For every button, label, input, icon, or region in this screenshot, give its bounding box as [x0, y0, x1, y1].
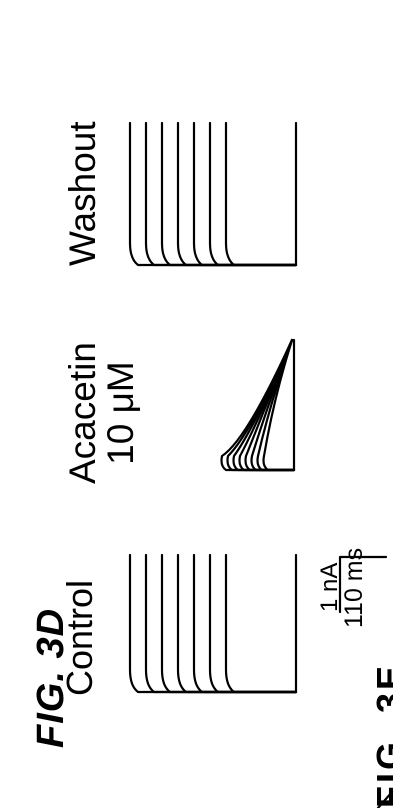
- current-trace: [176, 121, 298, 267]
- current-trace: [208, 121, 298, 267]
- current-trace: [128, 121, 298, 267]
- current-trace: [224, 553, 298, 694]
- current-trace: [144, 553, 298, 694]
- acacetin-traces: [220, 338, 296, 472]
- current-trace: [192, 553, 298, 694]
- current-trace: [208, 553, 298, 694]
- current-trace: [250, 338, 296, 472]
- washout-traces: [128, 121, 298, 267]
- current-trace: [192, 121, 298, 267]
- current-trace: [256, 338, 296, 472]
- current-trace: [224, 121, 298, 267]
- current-trace: [262, 338, 296, 472]
- current-trace: [144, 121, 298, 267]
- control-traces: [128, 553, 298, 694]
- current-trace: [160, 553, 298, 694]
- scale-bar: [338, 555, 388, 614]
- current-trace: [176, 553, 298, 694]
- current-trace: [160, 121, 298, 267]
- corner-mark: [376, 790, 393, 808]
- current-trace: [128, 553, 298, 694]
